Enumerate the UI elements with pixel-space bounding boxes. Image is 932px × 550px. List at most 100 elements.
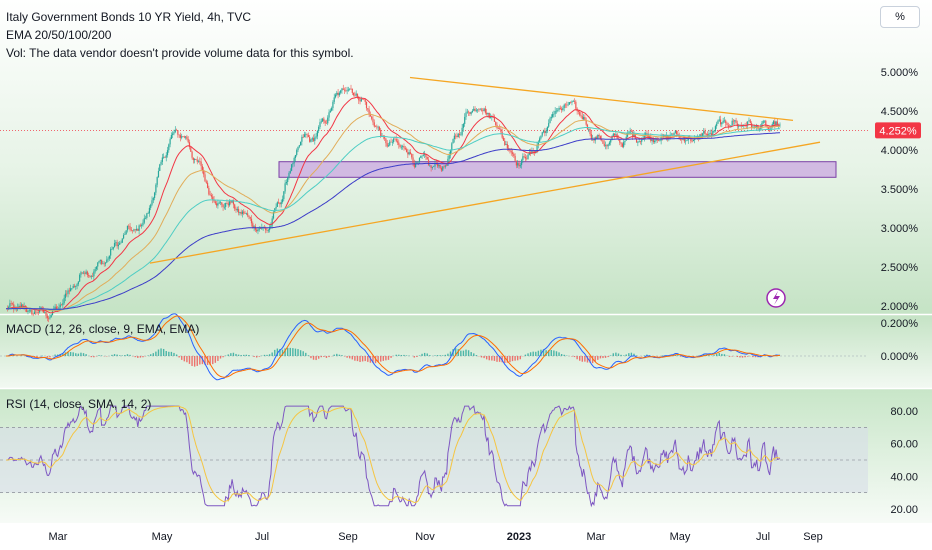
- candle-body: [577, 111, 580, 112]
- macd-histogram-bar: [524, 354, 527, 356]
- macd-histogram-bar: [449, 351, 452, 356]
- candle-body: [601, 138, 603, 141]
- candle-body: [121, 238, 123, 243]
- candle-body: [455, 135, 457, 137]
- scale-percent-button[interactable]: %: [880, 6, 920, 28]
- candle-body: [396, 141, 399, 143]
- candle-body: [62, 303, 64, 306]
- candle-body: [350, 88, 352, 90]
- candle-body: [433, 166, 435, 168]
- candle-body: [185, 136, 187, 138]
- macd-histogram-bar: [274, 349, 276, 356]
- macd-histogram-bar: [49, 356, 51, 358]
- macd-histogram-bar: [718, 353, 720, 356]
- last-price-badge: [875, 122, 921, 139]
- candle-body: [108, 255, 110, 259]
- candle-body: [582, 117, 585, 120]
- candle-body: [580, 115, 582, 117]
- macd-histogram-bar: [75, 353, 77, 356]
- candle-body: [231, 200, 233, 203]
- lightning-icon[interactable]: [766, 288, 786, 308]
- macd-histogram-bar: [318, 356, 320, 359]
- candle-body: [770, 127, 772, 131]
- candle-body: [130, 229, 132, 231]
- candle-body: [531, 150, 533, 154]
- candle-body: [747, 121, 749, 126]
- candle-body: [524, 157, 527, 159]
- price-plot[interactable]: [0, 76, 868, 323]
- rsi-ma-line: [6, 405, 781, 504]
- candle-body: [487, 112, 489, 115]
- candle-body: [279, 202, 281, 205]
- candle-body: [142, 222, 144, 226]
- price-tick-label: 5.000%: [881, 67, 919, 79]
- candle-body: [40, 307, 42, 309]
- macd-histogram-bar: [336, 353, 338, 356]
- candle-body: [655, 139, 657, 141]
- candle-body: [374, 126, 377, 128]
- macd-histogram-bar: [364, 356, 366, 362]
- macd-histogram-bar: [292, 348, 294, 356]
- macd-histogram-bar: [493, 356, 496, 361]
- candle-body: [398, 142, 400, 145]
- candle-body: [124, 234, 126, 236]
- macd-histogram-bar: [134, 356, 136, 358]
- candle-body: [95, 266, 98, 270]
- macd-histogram-bar: [473, 353, 475, 356]
- time-tick-label: Mar: [49, 531, 68, 543]
- macd-histogram-bar: [514, 356, 516, 361]
- candle-body: [333, 97, 335, 102]
- candle-body: [377, 126, 379, 128]
- macd-histogram-bar: [310, 356, 312, 359]
- macd-histogram-bar: [444, 354, 447, 356]
- candle-body: [638, 141, 640, 143]
- macd-histogram-bar: [268, 354, 271, 356]
- time-axis[interactable]: Mar May Jul Sep Nov 2023 Mar May Jul Sep: [0, 523, 932, 550]
- macd-histogram-bar: [181, 356, 183, 360]
- macd-histogram-bar: [560, 354, 563, 356]
- macd-histogram-bar: [315, 356, 317, 361]
- price-tick-label: 2.500%: [881, 262, 919, 274]
- candle-body: [621, 143, 623, 147]
- macd-histogram-bar: [126, 354, 129, 356]
- macd-histogram-bar: [739, 356, 741, 358]
- time-tick-label: Nov: [415, 531, 435, 543]
- candle-body: [294, 155, 297, 158]
- candle-body: [91, 276, 94, 277]
- candle-body: [152, 197, 154, 201]
- candle-body: [726, 123, 728, 126]
- candle-body: [144, 217, 147, 219]
- macd-tick-label: 0.000%: [881, 351, 919, 363]
- ema50-line: [6, 113, 781, 312]
- candle-body: [236, 209, 238, 211]
- macd-histogram-bar: [245, 354, 248, 356]
- price-axis[interactable]: 5.000% 4.500% 4.000% 3.500% 3.000% 2.500% 2.00…: [875, 67, 921, 516]
- candle-body: [482, 110, 484, 112]
- candle-body: [495, 121, 497, 125]
- macd-histogram-bar: [124, 355, 126, 356]
- candle-body: [77, 281, 79, 285]
- candle-body: [125, 230, 127, 235]
- macd-histogram-bar: [591, 356, 594, 364]
- candle-body: [29, 309, 32, 311]
- candle-body: [249, 216, 251, 219]
- macd-plot[interactable]: [0, 313, 868, 381]
- macd-histogram-bar: [483, 356, 485, 359]
- candle-body: [143, 218, 145, 223]
- candle-body: [284, 183, 286, 192]
- candle-body: [469, 112, 471, 114]
- candle-body: [227, 203, 229, 206]
- candle-body: [148, 207, 151, 214]
- macd-histogram-bar: [423, 352, 426, 356]
- candle-body: [359, 100, 361, 102]
- candle-body: [545, 131, 547, 134]
- rsi-plot[interactable]: [0, 405, 868, 508]
- macd-histogram-bar: [454, 348, 457, 356]
- candle-body: [203, 169, 205, 175]
- candle-body: [615, 134, 617, 136]
- candle-body: [776, 121, 779, 126]
- candle-body: [112, 247, 114, 250]
- candle-body: [101, 259, 103, 264]
